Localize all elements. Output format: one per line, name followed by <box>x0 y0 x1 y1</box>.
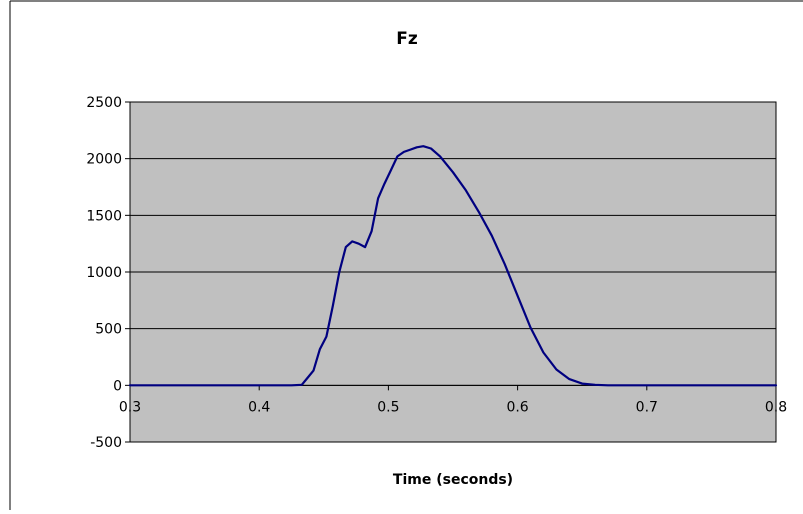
x-tick-label: 0.6 <box>506 399 528 415</box>
x-tick-label: 0.3 <box>119 399 141 415</box>
x-tick-label: 0.5 <box>377 399 399 415</box>
chart-title: Fz <box>396 29 418 49</box>
y-tick-label: 0 <box>113 378 122 394</box>
fz-series-line <box>128 145 778 387</box>
y-tick-label: 1500 <box>86 208 122 224</box>
y-tick-label: -500 <box>90 435 122 451</box>
series-layer <box>128 145 778 387</box>
x-tick-label: 0.4 <box>248 399 270 415</box>
y-axis-ticks: -500 0 500 1000 1500 2000 2500 <box>86 95 130 451</box>
x-tick-label: 0.7 <box>636 399 658 415</box>
x-axis-label: Time (seconds) <box>393 472 513 488</box>
grid-lines <box>130 101 776 443</box>
y-tick-label: 500 <box>95 322 122 338</box>
y-tick-label: 2500 <box>86 95 122 111</box>
x-tick-label: 0.8 <box>765 399 787 415</box>
y-tick-label: 2000 <box>86 152 122 168</box>
y-tick-label: 1000 <box>86 265 122 281</box>
